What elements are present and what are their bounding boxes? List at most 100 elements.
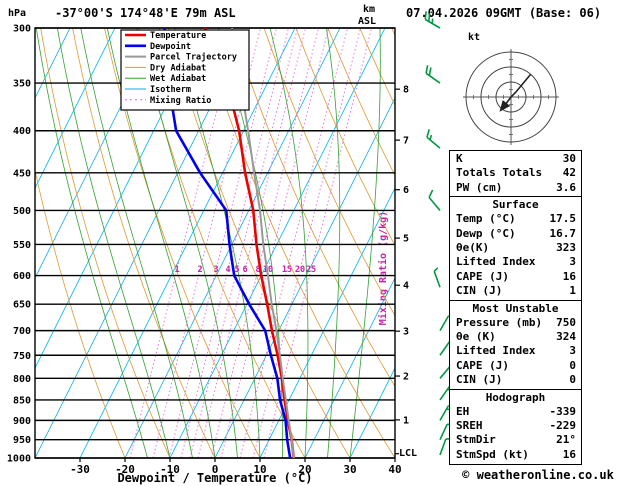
isotherm-line — [214, 97, 395, 458]
index-row: K 30 — [450, 152, 581, 166]
pressure-tick-label: 750 — [13, 351, 31, 362]
wet-adiabat-line — [349, 28, 381, 458]
wind-barb — [439, 340, 451, 356]
index-value: 16.7 — [549, 226, 577, 240]
isotherm-line — [259, 187, 395, 458]
pressure-tick-label: 1000 — [7, 454, 31, 465]
wind-barb-halfflag — [433, 267, 439, 272]
index-value: 1 — [569, 283, 576, 297]
mixing-ratio-value-label: 6 — [242, 265, 247, 275]
index-label: θe(K) — [456, 240, 490, 254]
hodograph-rows: EH -339 SREH -229 StmDir 21° StmSpd (kt) 16 — [450, 405, 581, 462]
pressure-tick-label: 450 — [13, 168, 31, 179]
altitude-scale: 1 2 3 4 5 6 7 8 — [395, 85, 409, 455]
pressure-tick-label: 350 — [13, 79, 31, 90]
isotherm-line — [35, 28, 116, 189]
index-label: Dewp (°C) — [456, 226, 516, 240]
index-row: SREH -229 — [450, 419, 581, 433]
index-row: Pressure (mb) 750 — [450, 316, 581, 330]
pressure-tick-label: 650 — [13, 300, 31, 311]
mixing-ratio-value-label: 1 — [174, 265, 179, 275]
temperature-axis: -30 -20 -10 0 10 20 30 40 — [70, 458, 402, 476]
mixing-ratio-line — [263, 28, 372, 458]
legend-label: Parcel Trajectory — [150, 52, 237, 63]
legend-label: Mixing Ratio — [150, 95, 211, 106]
index-label: θe (K) — [456, 329, 496, 343]
mixing-ratio-value-label: 20 — [295, 265, 305, 275]
pressure-tick-label: 850 — [13, 395, 31, 406]
mixing-ratio-value-label: 3 — [213, 265, 218, 275]
hodograph-ring — [465, 51, 557, 143]
km-tick-label: 4 — [403, 281, 409, 292]
legend-label: Wet Adiabat — [150, 73, 206, 84]
pressure-tick-label: 800 — [13, 374, 31, 385]
pressure-tick-label: 700 — [13, 326, 31, 337]
wind-barb — [439, 315, 450, 332]
credit: © weatheronline.co.uk — [462, 468, 614, 482]
index-value: 16 — [562, 447, 576, 461]
mixing-ratio-line — [220, 28, 329, 458]
mixing-ratio-line — [252, 28, 361, 458]
temp-axis-title: Dewpoint / Temperature (°C) — [117, 471, 312, 485]
index-value: -229 — [549, 418, 577, 432]
hodograph-plot — [463, 49, 559, 145]
hodograph-unit-label: kt — [468, 32, 480, 43]
mixing-ratio-line — [189, 28, 298, 458]
temp-tick-label: -20 — [115, 463, 135, 476]
wind-barb — [439, 385, 451, 401]
index-label: Lifted Index — [456, 255, 536, 269]
km-tick-label: 2 — [403, 372, 409, 383]
pressure-tick-label: 600 — [13, 271, 31, 282]
index-label: Lifted Index — [456, 344, 536, 358]
wind-barb-flag — [426, 129, 430, 138]
wind-barb — [428, 196, 441, 211]
mixing-ratio-line — [239, 28, 348, 458]
index-row: StmDir 21° — [450, 433, 581, 447]
mixing-ratio-value-labels: 1 2 3 4 5 6 8 10 15 20 25 — [174, 265, 316, 275]
legend-box — [120, 29, 250, 111]
most-unstable-rows: Pressure (mb) 750 θe (K) 324 Lifted Index 3 CA… — [450, 316, 581, 387]
index-value: 42 — [562, 166, 576, 180]
index-row: θe (K) 324 — [450, 330, 581, 344]
mixing-ratio-value-label: 8 — [255, 265, 260, 275]
index-row: Lifted Index 3 — [450, 344, 581, 358]
pressure-tick-label: 900 — [13, 416, 31, 427]
index-value: 17.5 — [549, 212, 577, 226]
isotherm-line — [304, 277, 395, 458]
temp-tick-label: 10 — [253, 463, 266, 476]
index-row: CIN (J) 0 — [450, 373, 581, 387]
index-value: 21° — [556, 433, 576, 447]
legend-label: Dry Adiabat — [150, 62, 206, 73]
index-label: Temp (°C) — [456, 212, 516, 226]
wind-barb-flag — [427, 13, 431, 22]
index-label: EH — [456, 404, 470, 418]
mixing-ratio-value-label: 2 — [197, 265, 202, 275]
wind-barb — [426, 136, 441, 149]
temp-tick-label: 0 — [212, 463, 219, 476]
index-label: StmSpd (kt) — [456, 447, 529, 461]
index-row: Temp (°C) 17.5 — [450, 212, 581, 226]
index-row: CAPE (J) 16 — [450, 270, 581, 284]
surface-box: Surface Temp (°C) 17.5 Dewp (°C) 16.7 θe(K) 3… — [449, 196, 582, 302]
wind-barb — [439, 423, 448, 441]
surface-title: Surface — [492, 198, 539, 212]
index-row: PW (cm) 3.6 — [450, 181, 581, 195]
isotherm-line — [79, 28, 296, 458]
index-row: Lifted Index 3 — [450, 255, 581, 269]
index-value: 30 — [562, 152, 576, 165]
index-value: 3.6 — [556, 180, 576, 194]
hodograph-box: Hodograph EH -339 SREH -229 StmDir 21° StmSpd … — [449, 388, 582, 465]
index-label: CAPE (J) — [456, 358, 509, 372]
chart-datetime: 07.04.2026 09GMT (Base: 06) — [406, 6, 601, 20]
wind-barb-halfflag — [429, 134, 433, 141]
mixing-ratio-axis-title: Mixing Ratio (g/kg) — [377, 211, 389, 325]
index-label: CIN (J) — [456, 372, 503, 386]
wind-barb-flag — [428, 67, 432, 76]
wet-adiabat-line — [326, 28, 341, 458]
temp-tick-label: 40 — [388, 463, 401, 476]
km-tick-label: 6 — [403, 185, 409, 196]
index-row: CAPE (J) 0 — [450, 359, 581, 373]
hodograph-ring — [480, 66, 542, 128]
